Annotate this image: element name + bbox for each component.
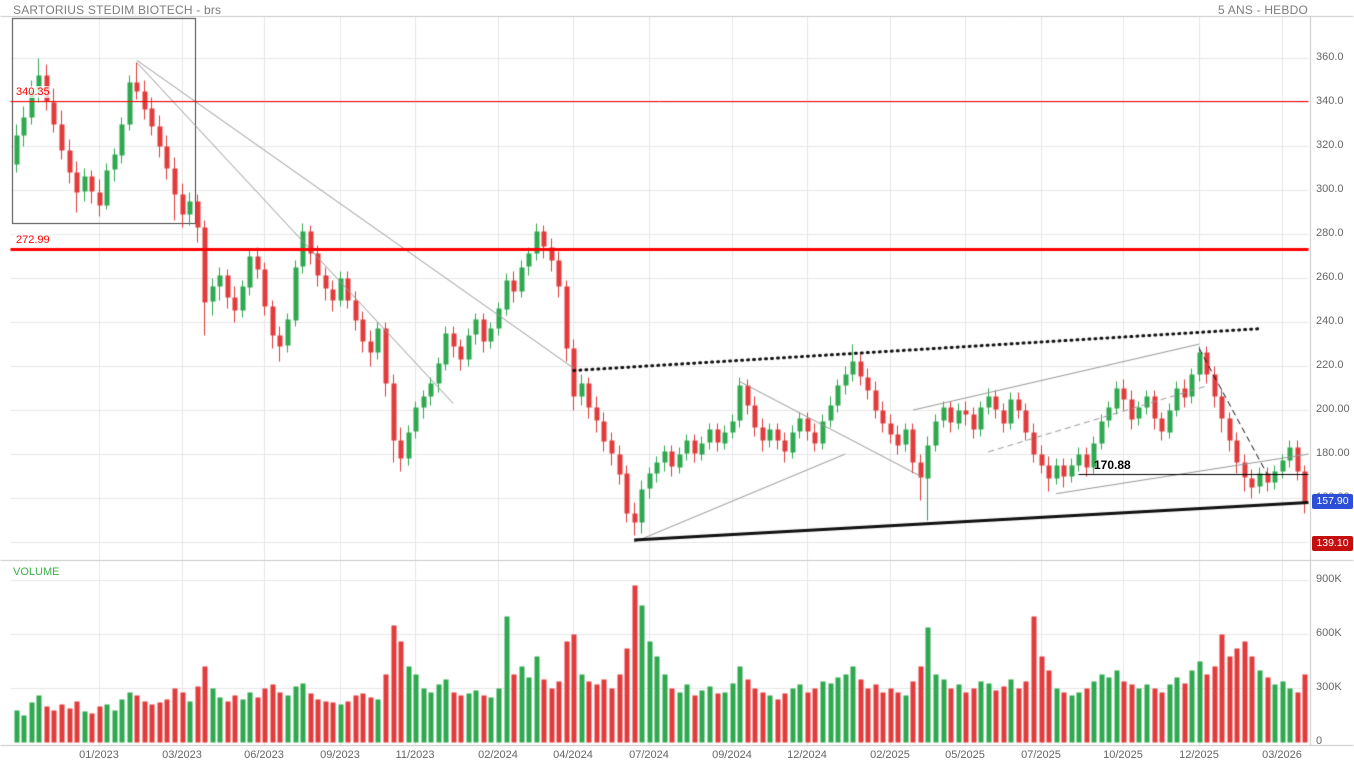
price-chart-canvas[interactable] [0,0,1354,765]
stock-chart-app: SARTORIUS STEDIM BIOTECH - brs 5 ANS - H… [0,0,1354,765]
